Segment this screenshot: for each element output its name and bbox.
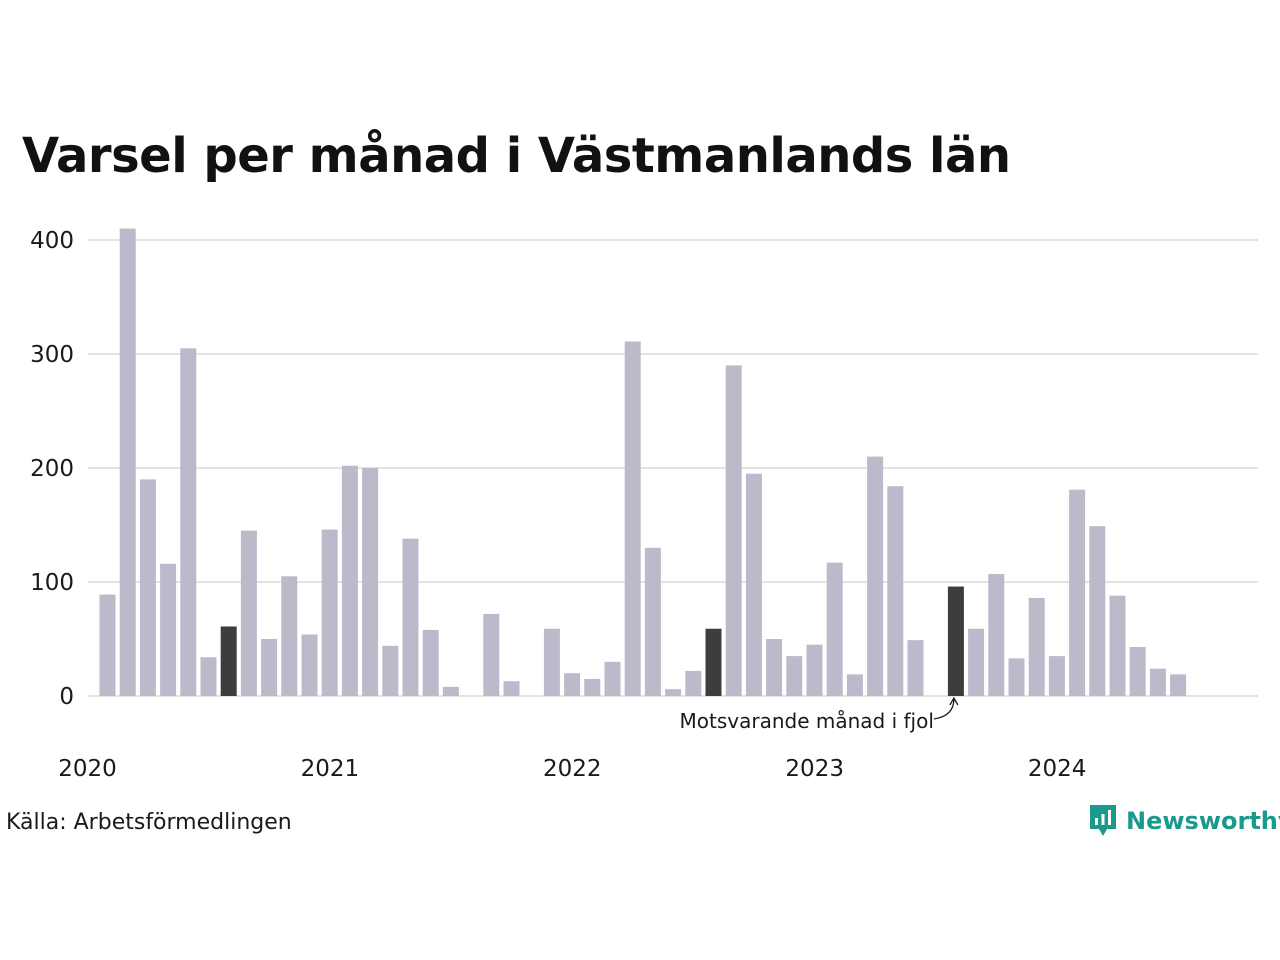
previous-year-bar (220, 626, 237, 696)
bar (543, 628, 560, 696)
bar (564, 673, 581, 696)
bar (160, 563, 177, 696)
bar (665, 689, 682, 696)
bar (382, 645, 399, 696)
x-tick-label: 2022 (543, 756, 602, 782)
newsworthy-icon (1090, 805, 1116, 836)
bar (341, 465, 358, 696)
bar (321, 529, 338, 696)
x-tick-label: 2023 (785, 756, 844, 782)
bar (826, 562, 843, 696)
bar (584, 678, 601, 696)
bar (685, 670, 702, 696)
bar (644, 547, 661, 696)
previous-year-bar (705, 628, 722, 696)
bar (301, 634, 318, 696)
y-tick-label: 300 (30, 342, 74, 368)
bars (99, 228, 1187, 696)
bar (745, 473, 762, 696)
bar (483, 613, 500, 696)
bar (119, 228, 136, 696)
bar (402, 538, 419, 696)
bar (988, 574, 1005, 696)
bar (1048, 656, 1065, 696)
annotations: Motsvarande månad i fjol (680, 696, 959, 733)
x-axis-ticks: 2020 2021 2022 2023 2024 (58, 756, 1086, 782)
bar (281, 576, 298, 696)
bar (725, 365, 742, 696)
bar (604, 661, 621, 696)
bar (1069, 489, 1086, 696)
bar (261, 639, 278, 696)
bar (968, 628, 985, 696)
bar (139, 479, 156, 696)
bar (240, 530, 257, 696)
x-tick-label: 2020 (58, 756, 117, 782)
bar (200, 657, 217, 696)
bar (1109, 595, 1126, 696)
bar (503, 681, 520, 696)
bar (907, 640, 924, 696)
chart-title: Varsel per månad i Västmanlands län (22, 128, 1011, 184)
y-axis-ticks: 0 100 200 300 400 (30, 228, 74, 710)
previous-year-bar (947, 586, 964, 696)
source-note: Källa: Arbetsförmedlingen (6, 810, 292, 835)
y-tick-label: 400 (30, 228, 74, 254)
bar (1149, 668, 1166, 696)
y-tick-label: 100 (30, 570, 74, 596)
x-tick-label: 2021 (301, 756, 360, 782)
bar (846, 674, 863, 696)
bar (1170, 674, 1187, 696)
bar (1028, 597, 1045, 696)
bar (362, 468, 379, 696)
annotation-arrowhead (949, 696, 959, 706)
x-tick-label: 2024 (1028, 756, 1087, 782)
bar (1129, 646, 1146, 696)
newsworthy-logo: Newsworthy (1088, 803, 1280, 839)
bar (786, 656, 803, 696)
y-tick-label: 0 (59, 684, 74, 710)
bar (180, 348, 197, 696)
bar (422, 629, 439, 696)
bar (766, 639, 783, 696)
bar (867, 456, 884, 696)
bar (1089, 526, 1106, 696)
annotation-arrow (933, 698, 955, 720)
bar (806, 644, 823, 696)
bar (99, 594, 116, 696)
bar (1008, 658, 1025, 696)
brand-name: Newsworthy (1126, 807, 1280, 835)
bar (624, 341, 641, 696)
y-tick-label: 200 (30, 456, 74, 482)
bar (442, 686, 459, 696)
previous-year-annotation: Motsvarande månad i fjol (680, 709, 934, 733)
bar (887, 486, 904, 696)
